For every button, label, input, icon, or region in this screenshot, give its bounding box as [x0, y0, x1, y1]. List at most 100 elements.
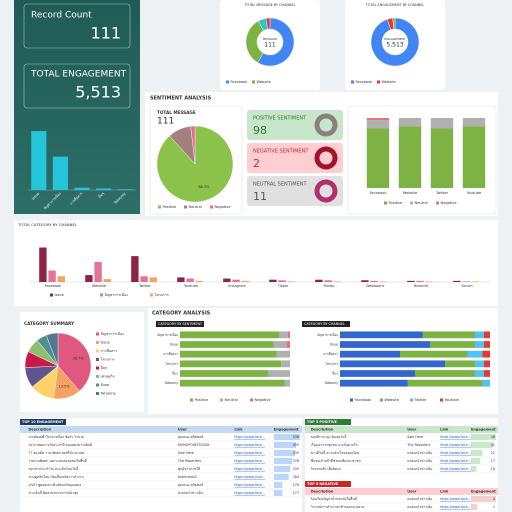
x-tick-label: Facebook	[370, 191, 388, 195]
legend-label: อื่นๆ	[101, 365, 108, 370]
legend-label: Negative	[441, 201, 458, 205]
bar	[177, 277, 185, 282]
bar-segment	[475, 331, 484, 339]
table-cell: คุณหมอ สุขิตพงษ์	[178, 435, 204, 440]
card-label: NEUTRAL SENTIMENT	[253, 182, 307, 188]
table-cell: 10	[491, 467, 495, 471]
y-tick-label: Tatoomy	[163, 381, 178, 385]
table-cell: ประกาศผลรางวัลประจำปี ขอแสดงความยินดี	[28, 442, 92, 447]
table-cell: ครอบครัวข่าวเย็น	[407, 495, 433, 501]
x-tick-label: Pantip	[324, 284, 336, 288]
legend-label: Facebook	[231, 80, 249, 84]
engagement-bar	[273, 482, 283, 488]
legend-label: โครงการ	[155, 292, 169, 297]
legend-swatch	[158, 205, 161, 209]
legend-label: Neutral	[225, 398, 238, 402]
center-value: 5,513	[386, 42, 403, 49]
engagement-bar	[273, 458, 293, 464]
bar-segment	[482, 350, 490, 358]
card-value: 2	[253, 157, 260, 170]
legend-swatch	[252, 80, 255, 84]
legend-label: โครงการ	[101, 357, 115, 362]
bar-segment	[340, 360, 445, 368]
bar	[57, 276, 65, 282]
card-value: 5,513	[75, 83, 121, 102]
table-title: TOP 10 ENGAGEMENT	[22, 420, 64, 424]
bar-segment	[482, 379, 490, 387]
table-cell: 41	[491, 443, 495, 447]
bar	[416, 280, 424, 282]
column-header: Description	[28, 428, 51, 432]
table-cell: ครอบครัวข่าวเย็น	[178, 489, 204, 495]
bar-segment	[268, 370, 290, 377]
bar-segment	[422, 331, 475, 339]
bar	[241, 280, 249, 282]
y-tick-label: ปัญหาการเมือง	[157, 332, 178, 337]
y-tick-label: Issue	[170, 343, 178, 347]
table-cell: https://www.face...	[234, 451, 265, 455]
table-cell: 21	[491, 451, 495, 455]
table-cell: Sale Here	[407, 435, 423, 439]
bar-segment	[340, 331, 423, 339]
table-title-bg	[305, 481, 351, 487]
bar-segment	[430, 118, 454, 129]
bar-segment	[484, 331, 490, 339]
table-header	[20, 426, 302, 433]
legend-swatch	[384, 201, 387, 205]
legend-swatch	[410, 398, 413, 402]
table-title-bg	[20, 419, 66, 425]
slice	[57, 332, 92, 392]
table-cell: ของดีราคาถูก สั่งเลยวันนี้	[311, 434, 348, 439]
column-header: User	[407, 428, 416, 432]
bar	[425, 281, 433, 282]
bar-segment	[398, 118, 422, 127]
table-cell: รายงานพิเศษ: ผลกระทบต่อชุมชนในพื้นที่	[28, 458, 86, 464]
engagement-bar	[273, 466, 291, 472]
bar-segment	[180, 341, 274, 348]
legend-label: สังคม	[101, 383, 110, 387]
table-header	[305, 488, 498, 495]
slice	[265, 17, 271, 30]
legend-label: เศรษฐกิจ	[101, 375, 115, 379]
center-label: MESSAGE	[263, 37, 278, 41]
engagement-bar	[273, 442, 297, 448]
table-cell: 304	[293, 475, 299, 479]
bar-segment	[484, 370, 490, 377]
x-tick-label: Issue	[31, 192, 40, 201]
chart-title: TOTAL MESSAGE BY CHANNEL	[243, 3, 295, 7]
legend-swatch	[226, 80, 229, 84]
bar-segment	[407, 379, 483, 387]
legend-swatch	[410, 201, 413, 205]
bar	[94, 261, 102, 282]
x-tick-label: Instagram	[228, 284, 246, 288]
y-tick-label: การสื่อสาร	[323, 351, 338, 356]
bar-segment	[286, 341, 290, 348]
legend-label: Tatoomy	[100, 392, 117, 396]
table-cell: https://www.face...	[234, 483, 265, 487]
column-header: Link	[234, 428, 243, 432]
bar	[195, 280, 203, 282]
panel	[220, 0, 320, 90]
engagement-bar	[273, 474, 289, 480]
bar-segment	[287, 331, 290, 339]
table-cell: ครอบครัวข่าวเย็น	[407, 457, 433, 463]
bar	[287, 281, 295, 282]
legend-swatch	[96, 341, 99, 344]
table-cell: https://www.face...	[440, 443, 471, 447]
bar-segment	[475, 360, 484, 368]
bar-segment	[475, 341, 484, 348]
bar-segment	[445, 360, 475, 368]
bar	[315, 279, 323, 282]
legend-swatch	[100, 293, 103, 297]
table-title-bg	[305, 419, 351, 425]
bar	[186, 278, 194, 282]
legend-swatch	[190, 398, 193, 402]
card-value: 111	[90, 24, 121, 43]
total-value: 111	[157, 117, 174, 127]
engagement-bar	[470, 450, 483, 456]
bar	[407, 280, 415, 282]
bar-segment	[180, 331, 279, 339]
column-header: User	[178, 428, 187, 432]
bar-segment	[484, 341, 490, 348]
table-cell: https://www.yout...	[234, 475, 265, 479]
